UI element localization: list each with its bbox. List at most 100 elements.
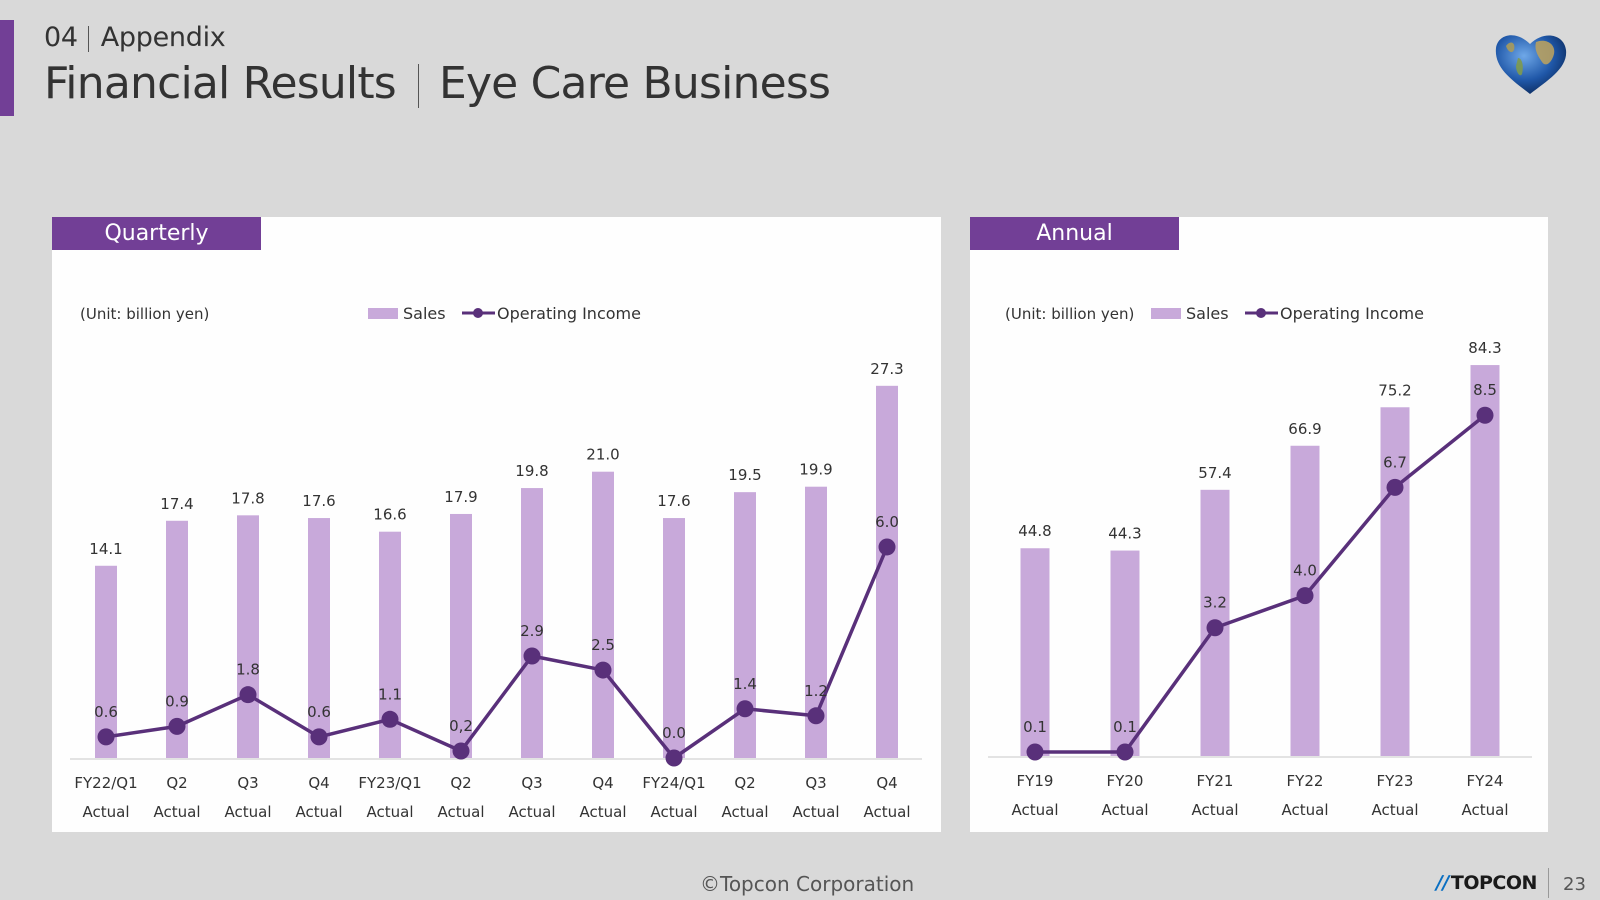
section-heading: 04 Appendix (44, 22, 226, 53)
operating-income-point (1476, 406, 1494, 424)
operating-data-label: 0.6 (94, 703, 118, 721)
category-label: FY22/Q1 (74, 774, 137, 792)
legend-operating-marker (1256, 308, 1266, 318)
operating-income-point (1026, 743, 1044, 761)
sales-bar (450, 513, 472, 758)
sales-data-label: 17.4 (160, 495, 193, 513)
sales-bar (237, 515, 259, 758)
category-label: FY22 (1287, 772, 1324, 790)
legend-operating-label: Operating Income (1280, 304, 1424, 323)
operating-income-point (452, 742, 470, 760)
operating-data-label: 8.5 (1473, 381, 1497, 399)
category-sublabel: Actual (651, 803, 698, 821)
operating-data-label: 0.0 (662, 724, 686, 742)
legend-sales-swatch (368, 308, 398, 319)
separator (87, 25, 89, 52)
sales-data-label: 84.3 (1468, 339, 1501, 357)
sales-data-label: 17.8 (231, 489, 264, 507)
quarterly-tab-label: Quarterly (52, 217, 261, 250)
sales-data-label: 19.5 (728, 466, 761, 484)
category-label: Q4 (592, 774, 613, 792)
operating-income-point (310, 728, 328, 746)
operating-income-line (1035, 413, 1487, 754)
operating-data-label: 1.2 (804, 682, 828, 700)
legend-operating-marker (473, 308, 483, 318)
operating-income-point (665, 749, 683, 767)
accent-bar (0, 20, 14, 116)
topcon-logo: ∕∕ TOPCON (1436, 872, 1537, 894)
sales-bar (166, 520, 188, 758)
page-title: Financial Results Eye Care Business (44, 58, 831, 109)
operating-income-point (381, 710, 399, 728)
sales-data-label: 44.8 (1018, 522, 1051, 540)
category-label: Q3 (805, 774, 826, 792)
quarterly-panel: Quarterly (Unit: billion yen) Sales Operat… (52, 217, 941, 832)
annual-tab-label: Annual (970, 217, 1179, 250)
category-sublabel: Actual (367, 803, 414, 821)
operating-data-label: 2.9 (520, 622, 544, 640)
title-left: Financial Results (44, 58, 397, 109)
category-label: Q2 (166, 774, 187, 792)
category-sublabel: Actual (225, 803, 272, 821)
legend-sales-label: Sales (1186, 304, 1229, 323)
operating-data-label: 4.0 (1293, 562, 1317, 580)
brand-name: TOPCON (1450, 872, 1538, 894)
sales-data-label: 14.1 (89, 540, 122, 558)
sales-data-label: 16.6 (373, 506, 406, 524)
sales-data-label: 17.9 (444, 488, 477, 506)
earth-heart-logo-icon (1495, 35, 1567, 94)
operating-income-point (807, 707, 825, 725)
operating-income-point (594, 661, 612, 679)
sales-data-label: 75.2 (1378, 381, 1411, 399)
topcon-mark-icon: ∕∕ (1436, 872, 1449, 894)
legend-sales-swatch (1151, 308, 1181, 319)
category-sublabel: Actual (509, 803, 556, 821)
operating-income-point (1206, 619, 1224, 637)
operating-data-label: 1.1 (378, 685, 402, 703)
sales-bar (521, 488, 543, 758)
category-label: Q4 (876, 774, 897, 792)
category-label: Q3 (521, 774, 542, 792)
sales-data-label: 19.8 (515, 462, 548, 480)
category-sublabel: Actual (793, 803, 840, 821)
operating-data-label: 6.0 (875, 513, 899, 531)
operating-data-label: 0,2 (449, 717, 473, 735)
operating-data-label: 0.9 (165, 692, 189, 710)
category-sublabel: Actual (580, 803, 627, 821)
category-label: FY19 (1017, 772, 1054, 790)
operating-income-point (1386, 478, 1404, 496)
sales-bar (592, 471, 614, 758)
category-sublabel: Actual (1012, 801, 1059, 819)
category-label: FY24/Q1 (642, 774, 705, 792)
sales-bar (308, 518, 330, 758)
annual-chart: (Unit: billion yen) Sales Operating Income… (988, 304, 1532, 819)
operating-data-label: 1.4 (733, 675, 757, 693)
section-number: 04 (44, 22, 78, 53)
sales-bar (379, 531, 401, 758)
sales-data-label: 57.4 (1198, 464, 1231, 482)
sales-bar (1110, 550, 1140, 756)
sales-data-label: 44.3 (1108, 525, 1141, 543)
operating-data-label: 2.5 (591, 636, 615, 654)
operating-data-label: 3.2 (1203, 594, 1227, 612)
operating-data-label: 6.7 (1383, 453, 1407, 471)
operating-income-point (878, 538, 896, 556)
sales-bar (95, 565, 117, 758)
category-sublabel: Actual (438, 803, 485, 821)
sales-bar (1020, 548, 1050, 756)
operating-income-point (168, 717, 186, 735)
category-label: FY23 (1377, 772, 1414, 790)
sales-data-label: 17.6 (302, 492, 335, 510)
category-sublabel: Actual (1462, 801, 1509, 819)
category-sublabel: Actual (83, 803, 130, 821)
category-label: Q3 (237, 774, 258, 792)
category-label: FY24 (1467, 772, 1504, 790)
category-label: Q4 (308, 774, 329, 792)
annual-panel: Annual (Unit: billion yen) Sales Operating… (970, 217, 1548, 832)
category-sublabel: Actual (722, 803, 769, 821)
unit-note: (Unit: billion yen) (80, 305, 209, 323)
category-label: FY20 (1107, 772, 1144, 790)
page-number: 23 (1563, 874, 1586, 895)
category-sublabel: Actual (864, 803, 911, 821)
sales-data-label: 21.0 (586, 446, 619, 464)
